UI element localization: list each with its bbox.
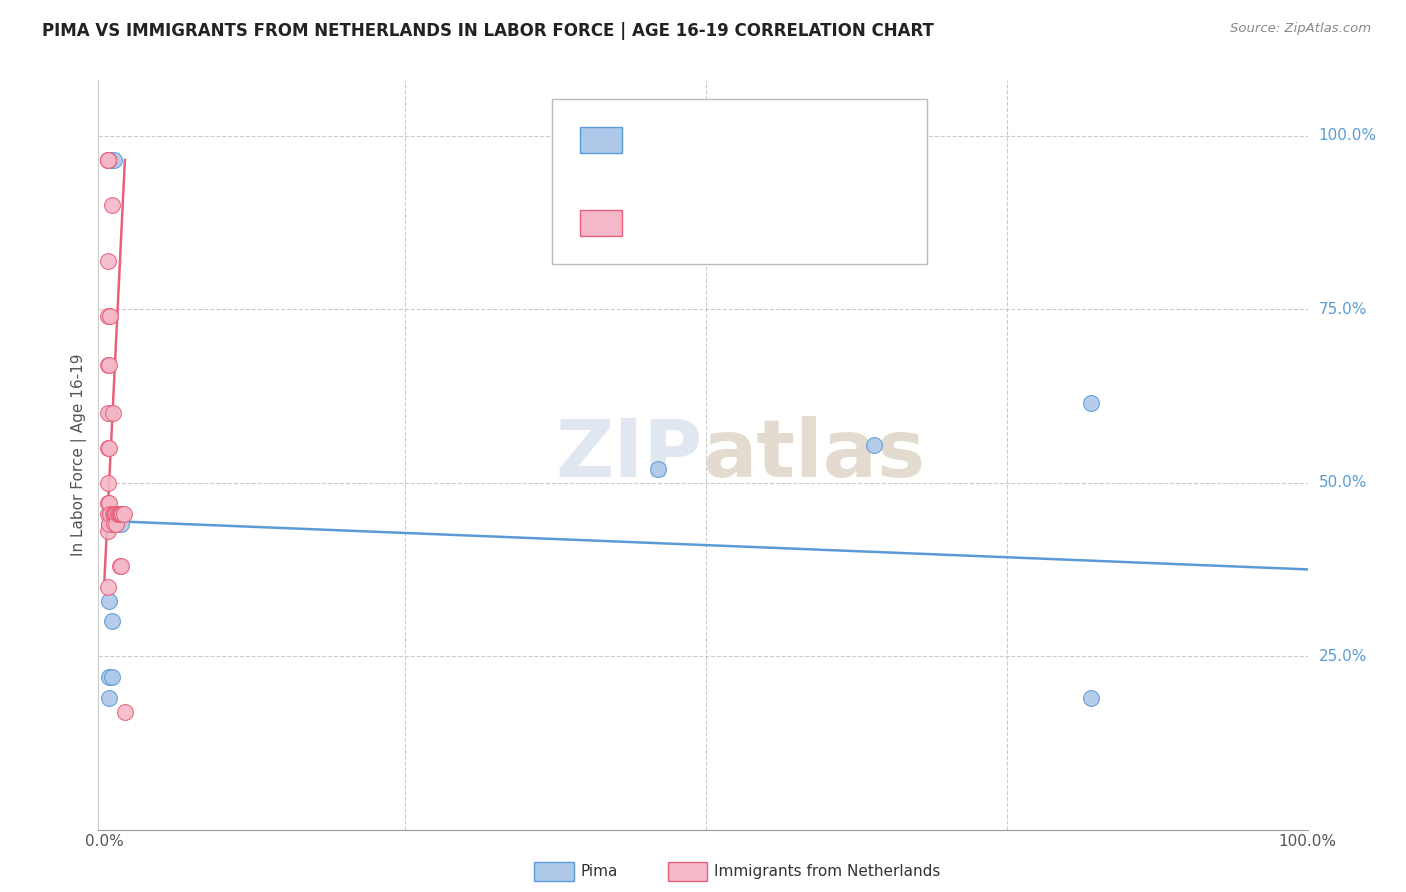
Point bbox=[103, 507, 125, 521]
Point bbox=[108, 507, 131, 521]
Text: 75.0%: 75.0% bbox=[1319, 301, 1367, 317]
Point bbox=[108, 558, 131, 573]
Point bbox=[103, 517, 125, 532]
Text: atlas: atlas bbox=[703, 416, 927, 494]
Point bbox=[98, 690, 121, 705]
Point bbox=[100, 517, 122, 532]
Point bbox=[1080, 690, 1102, 705]
Point bbox=[100, 406, 122, 420]
Point bbox=[101, 406, 124, 420]
Point bbox=[647, 462, 669, 476]
Point bbox=[97, 580, 120, 594]
Point bbox=[97, 475, 120, 490]
Point bbox=[98, 507, 121, 521]
Point bbox=[105, 517, 128, 532]
Text: Immigrants from Netherlands: Immigrants from Netherlands bbox=[714, 864, 941, 879]
Point bbox=[1080, 396, 1102, 410]
Point bbox=[110, 517, 132, 532]
Text: Source: ZipAtlas.com: Source: ZipAtlas.com bbox=[1230, 22, 1371, 36]
Point bbox=[100, 615, 122, 629]
Text: R =  0.571    N = 38: R = 0.571 N = 38 bbox=[640, 214, 823, 232]
Point bbox=[105, 517, 128, 532]
Point bbox=[97, 496, 120, 510]
Text: R = -0.131    N = 22: R = -0.131 N = 22 bbox=[640, 131, 823, 149]
Point bbox=[98, 507, 121, 521]
Point bbox=[100, 507, 122, 521]
Point bbox=[97, 441, 120, 455]
Point bbox=[98, 507, 121, 521]
Text: 100.0%: 100.0% bbox=[1319, 128, 1376, 144]
Text: 50.0%: 50.0% bbox=[1319, 475, 1367, 491]
Point bbox=[100, 198, 122, 212]
Point bbox=[98, 517, 121, 532]
Point bbox=[98, 441, 121, 455]
Point bbox=[112, 507, 135, 521]
Point bbox=[98, 358, 121, 372]
Point bbox=[110, 507, 132, 521]
Text: Pima: Pima bbox=[581, 864, 619, 879]
Point bbox=[97, 253, 120, 268]
Point bbox=[100, 309, 122, 323]
Point bbox=[101, 507, 124, 521]
Point bbox=[98, 517, 121, 532]
Point bbox=[97, 309, 120, 323]
Point bbox=[103, 153, 125, 167]
Point bbox=[104, 507, 127, 521]
Point bbox=[98, 593, 121, 607]
Point bbox=[108, 507, 131, 521]
Point bbox=[103, 517, 125, 532]
FancyBboxPatch shape bbox=[551, 99, 927, 264]
Point bbox=[98, 496, 121, 510]
Point bbox=[107, 507, 129, 521]
Bar bbox=[579, 210, 621, 235]
Point bbox=[105, 507, 128, 521]
Point bbox=[97, 153, 120, 167]
Point bbox=[97, 406, 120, 420]
Text: 25.0%: 25.0% bbox=[1319, 648, 1367, 664]
Point bbox=[100, 153, 122, 167]
Text: ZIP: ZIP bbox=[555, 416, 703, 494]
Point bbox=[97, 507, 120, 521]
Point bbox=[108, 507, 131, 521]
Point bbox=[97, 153, 120, 167]
Point bbox=[111, 507, 134, 521]
Point bbox=[98, 517, 121, 532]
Bar bbox=[579, 127, 621, 153]
Point bbox=[97, 358, 120, 372]
Point bbox=[97, 153, 120, 167]
Point bbox=[114, 705, 136, 719]
Point bbox=[98, 670, 121, 684]
Point bbox=[100, 670, 122, 684]
Point bbox=[97, 524, 120, 539]
Y-axis label: In Labor Force | Age 16-19: In Labor Force | Age 16-19 bbox=[72, 353, 87, 557]
Point bbox=[97, 153, 120, 167]
Text: PIMA VS IMMIGRANTS FROM NETHERLANDS IN LABOR FORCE | AGE 16-19 CORRELATION CHART: PIMA VS IMMIGRANTS FROM NETHERLANDS IN L… bbox=[42, 22, 934, 40]
Point bbox=[110, 558, 132, 573]
Point bbox=[863, 437, 886, 451]
Point bbox=[98, 507, 121, 521]
